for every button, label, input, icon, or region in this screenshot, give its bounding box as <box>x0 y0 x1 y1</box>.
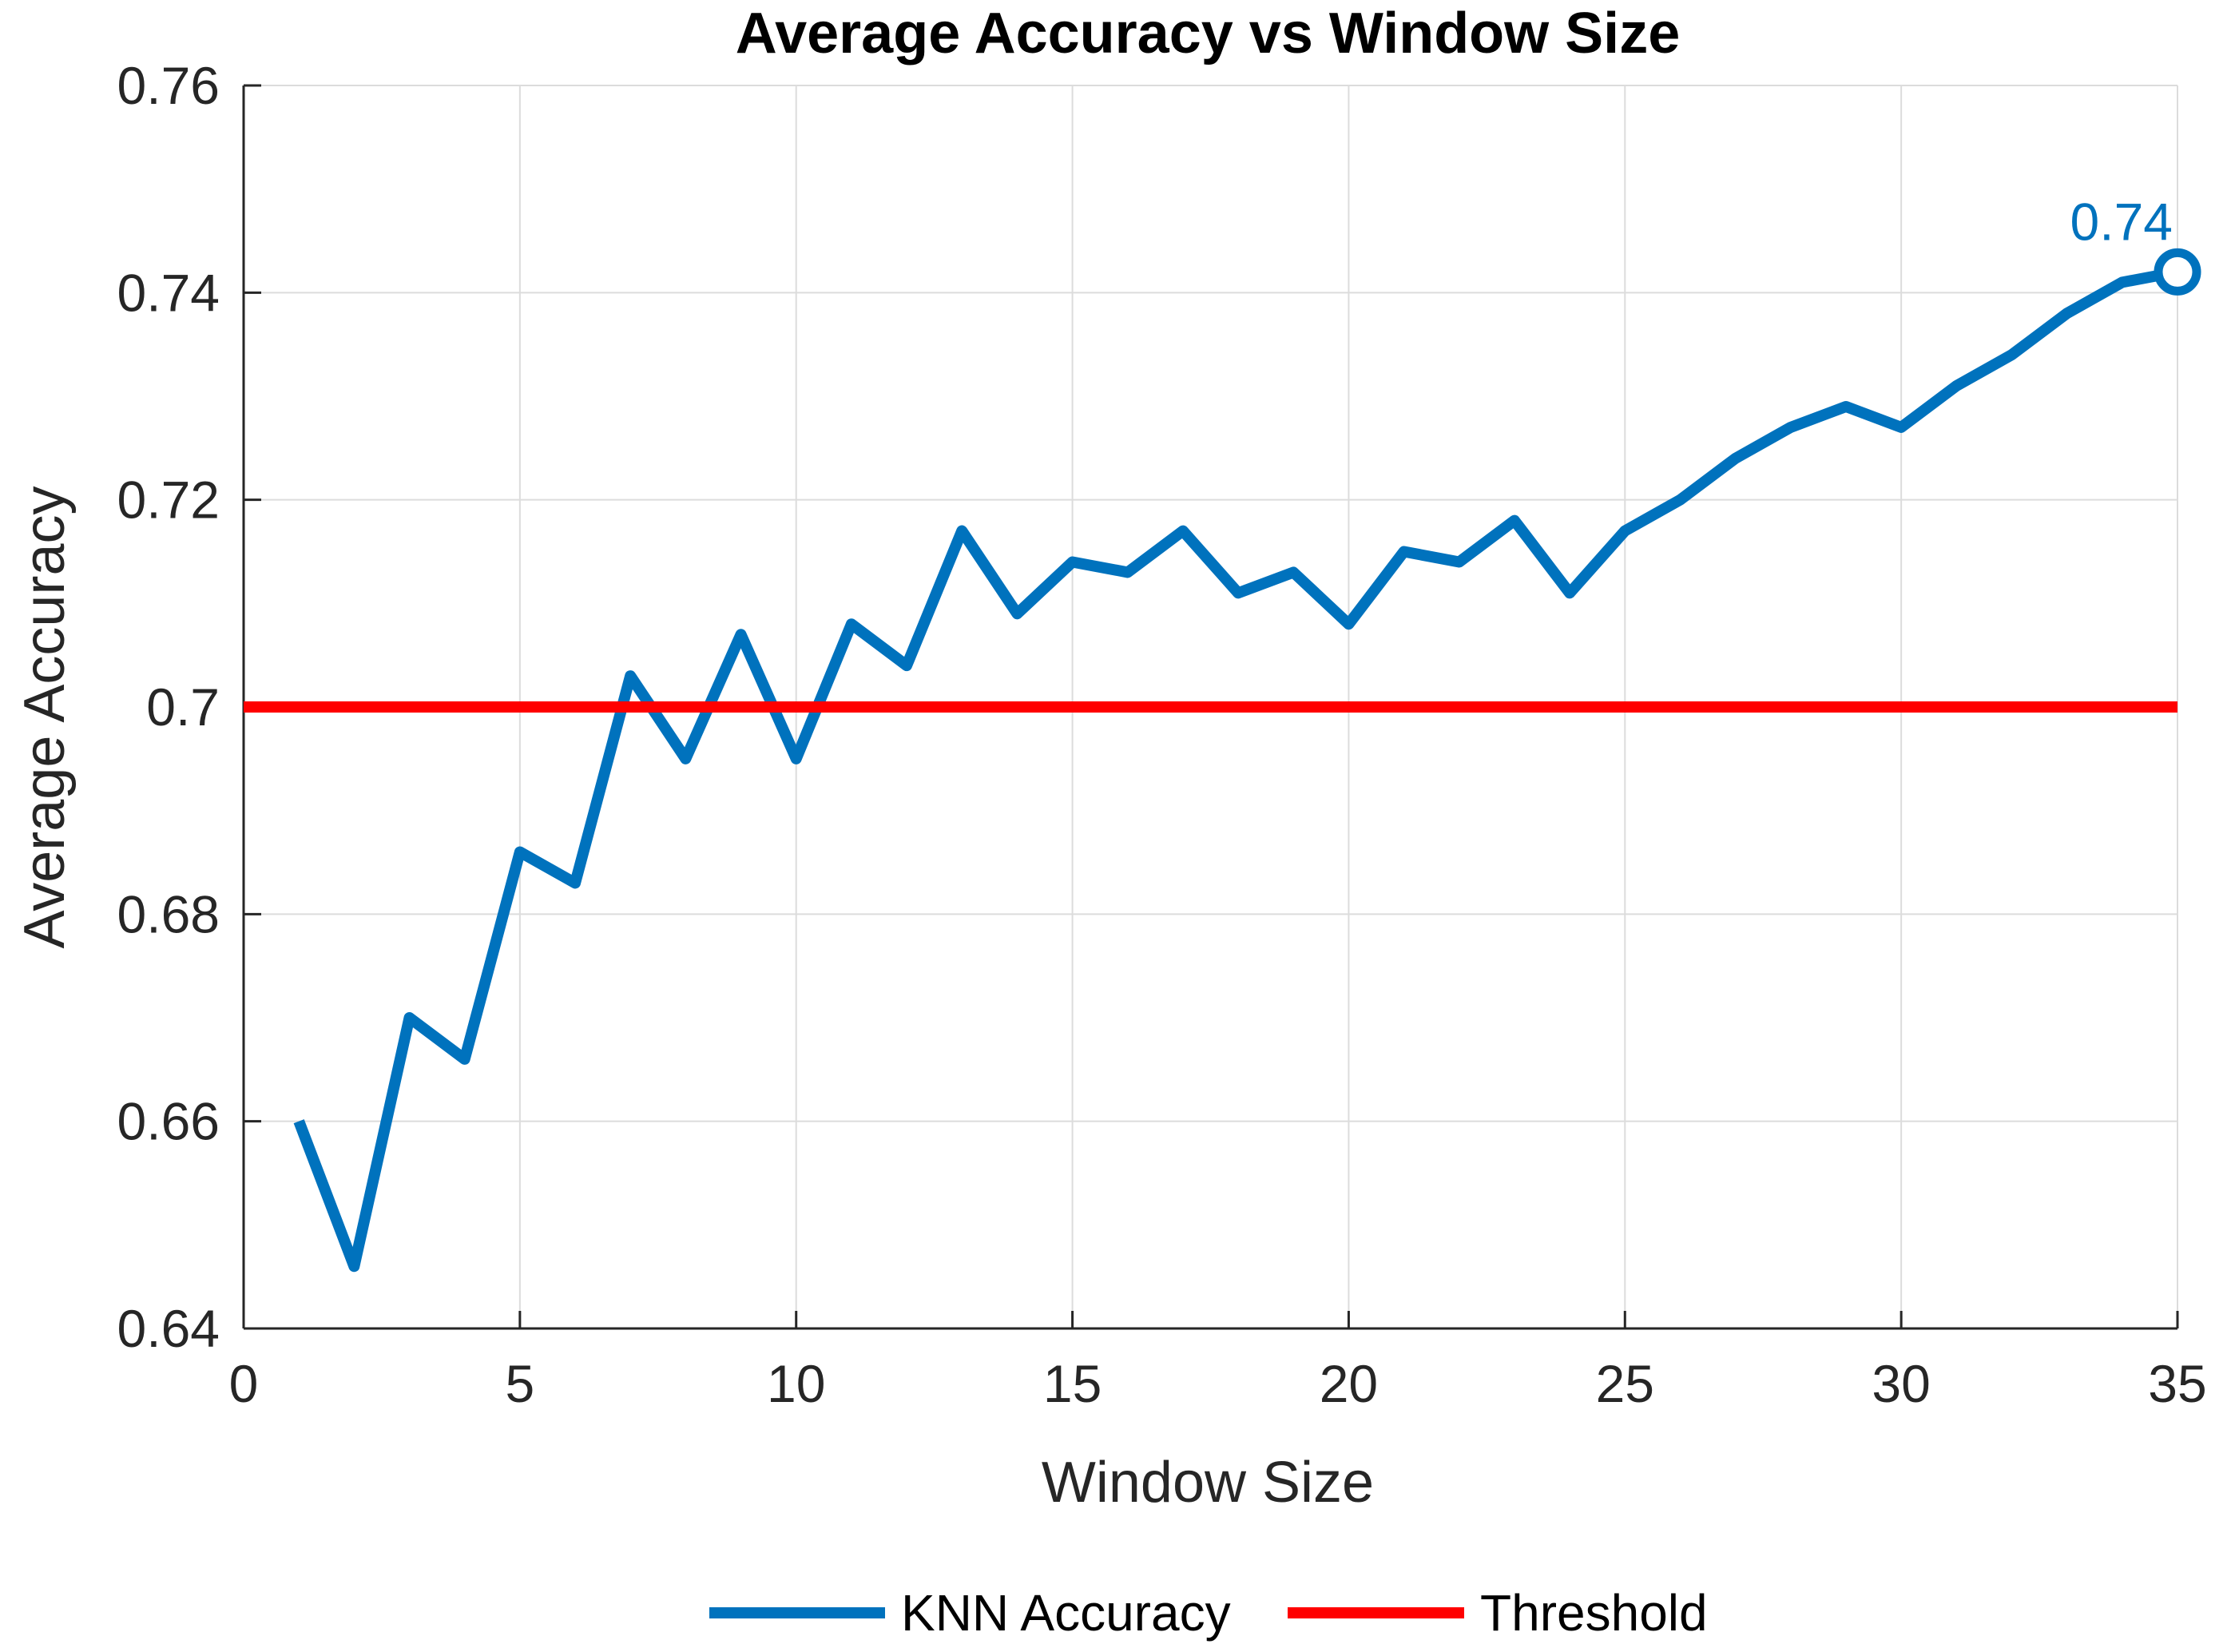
y-tick-label: 0.74 <box>117 263 220 322</box>
x-tick-label: 25 <box>1596 1354 1654 1413</box>
series: 0.74 <box>244 192 2201 1273</box>
y-tick-label: 0.72 <box>117 471 220 530</box>
x-tick-label: 30 <box>1872 1354 1930 1413</box>
y-tick-label: 0.68 <box>117 884 220 943</box>
series-line-knn-accuracy <box>293 266 2179 1273</box>
y-tick-label: 0.76 <box>117 56 220 115</box>
legend-label-knn-accuracy: KNN Accuracy <box>901 1584 1231 1642</box>
x-tick-label: 20 <box>1320 1354 1378 1413</box>
y-tick-label: 0.7 <box>146 677 220 737</box>
x-tick-label: 0 <box>229 1354 259 1413</box>
max-point-label: 0.74 <box>2070 192 2173 251</box>
y-axis-label: Average Accuracy <box>13 486 77 949</box>
chart-title: Average Accuracy vs Window Size <box>736 2 1680 66</box>
x-tick-label: 10 <box>767 1354 825 1413</box>
legend-label-threshold: Threshold <box>1480 1584 1708 1642</box>
x-axis-label: Window Size <box>1042 1451 1374 1515</box>
y-tick-label: 0.64 <box>117 1299 220 1358</box>
x-tick-label: 35 <box>2148 1354 2206 1413</box>
tick-labels: 0 5 10 15 20 25 30 35 0.64 0.66 0.68 0.7 0.72 0.74 0.7… <box>117 56 2207 1413</box>
max-point-marker <box>2154 248 2201 296</box>
legend: KNN Accuracy Threshold <box>709 1584 1708 1642</box>
x-tick-label: 5 <box>505 1354 534 1413</box>
y-tick-label: 0.66 <box>117 1092 220 1151</box>
x-tick-label: 15 <box>1043 1354 1102 1413</box>
